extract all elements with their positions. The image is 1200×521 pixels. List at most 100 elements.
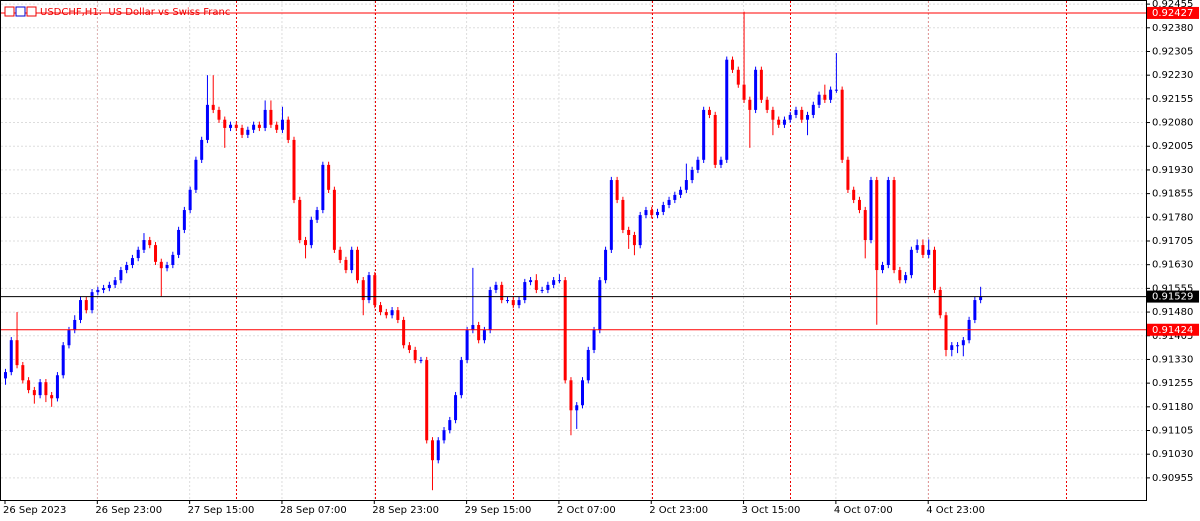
candle-body [240,127,244,135]
candle-body [979,296,983,301]
candle-body [529,280,533,283]
candle-body [500,284,504,301]
candle-body [505,300,509,302]
candle-body [586,349,590,381]
candle-body [361,280,365,301]
candle-body [332,189,336,250]
candle-body [759,69,763,100]
candle-body [511,300,515,306]
x-tick-label: 28 Sep 23:00 [372,505,439,516]
candle-body [817,94,821,105]
candle-body [205,104,209,140]
candle-body [96,289,100,293]
candle-body [581,380,584,406]
candle-body [448,420,452,431]
x-tick-label: 26 Sep 2023 [3,505,66,516]
candle-body [269,109,273,125]
candle-body [113,280,117,285]
candle-body [436,440,440,461]
price-tag-label: 0.91529 [1152,292,1193,303]
candle-body [523,282,527,301]
candle-body [367,275,371,301]
candle-body [298,199,302,241]
candle-body [130,258,134,266]
candle-body [90,292,94,311]
candle-body [200,139,204,160]
candle-body [690,169,694,181]
candle-body [679,189,683,195]
candle-body [223,119,227,128]
price-tag [1147,6,1199,19]
candle-body [384,312,388,316]
candle-body [119,270,123,281]
candle-body [154,245,158,262]
candle-body [834,89,838,91]
price-tag [1147,323,1199,336]
candle-body [973,300,977,320]
candle-body [292,139,296,200]
price-tag [1147,290,1199,303]
candle-body [315,210,319,220]
candle-body [621,199,625,230]
candle-body [575,405,579,411]
candle-body [275,124,279,130]
candle-body [396,310,400,320]
y-tick-label: 0.92005 [1152,141,1193,152]
candle-body [263,109,267,128]
candle-body [927,249,931,255]
candle-body [142,240,146,250]
candle-body [892,180,896,271]
candle-body [217,109,221,120]
y-tick-label: 0.91555 [1152,283,1193,294]
y-tick-label: 0.91105 [1152,426,1193,437]
candle-body [246,129,250,135]
candle-body [771,109,775,120]
candle-body [765,99,769,110]
candle-body [32,390,36,396]
candle-body [373,275,377,306]
candle-body [638,215,642,246]
candle-body [482,330,486,341]
y-tick-label: 0.91480 [1152,307,1193,318]
candle-body [569,380,573,411]
y-tick-label: 0.92455 [1152,0,1193,10]
chart-title: USDCHF,H1: US Dollar vs Swiss Franc [40,7,230,18]
y-tick-label: 0.92230 [1152,70,1193,81]
candle-body [379,305,383,313]
candle-body [84,300,88,311]
candle-body [956,345,960,347]
candle-body [540,289,544,291]
candle-body [938,289,942,316]
candle-body [829,89,833,100]
candle-body [552,280,556,285]
candle-body [15,340,19,366]
candle-body [177,229,181,255]
candle-body [494,284,498,290]
candle-body [609,180,613,250]
x-tick-label: 29 Sep 15:00 [465,505,532,516]
candle-body [390,310,394,316]
candle-body [286,119,290,140]
candle-body [731,59,735,70]
candle-body [327,164,331,190]
candle-body [898,270,902,281]
candle-body [696,159,700,170]
y-tick-label: 0.91780 [1152,212,1193,223]
candle-body [321,164,325,211]
candle-body [707,109,711,115]
candle-body [661,204,665,212]
candle-body [846,159,850,190]
icon-box [4,6,15,17]
candle-body [159,261,163,269]
candle-body [684,180,688,190]
x-tick-label: 2 Oct 23:00 [649,505,708,516]
candle-body [869,180,873,241]
candle-body [754,69,758,110]
candle-body [465,330,469,361]
candle-body [886,180,890,266]
candle-body [627,229,631,235]
candle-body [921,245,925,255]
candle-body [477,325,481,341]
candle-body [38,382,42,396]
